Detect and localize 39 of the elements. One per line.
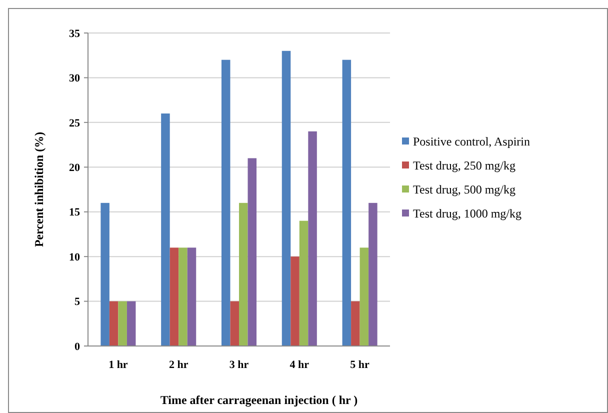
bar <box>230 301 239 346</box>
x-tick-label: 4 hr <box>290 359 310 371</box>
legend-label: Test drug, 500 mg/kg <box>413 182 516 197</box>
y-tick-label: 10 <box>69 251 80 264</box>
y-tick-label: 35 <box>69 28 80 40</box>
y-tick-label: 30 <box>69 72 80 85</box>
bar <box>282 50 291 346</box>
y-tick-label: 15 <box>69 206 80 219</box>
bar <box>178 248 188 346</box>
bar <box>248 158 257 346</box>
bar <box>100 202 110 346</box>
bar <box>299 220 308 346</box>
bar <box>368 202 378 346</box>
x-tick-label: 5 hr <box>350 359 370 371</box>
y-tick-label: 0 <box>74 340 80 353</box>
y-tick-label: 20 <box>69 162 80 174</box>
legend-label: Test drug, 1000 mg/kg <box>413 206 522 221</box>
y-tick-label: 25 <box>69 117 80 130</box>
bar <box>109 301 118 346</box>
bar <box>239 202 248 346</box>
x-tick-label: 3 hr <box>229 359 249 371</box>
x-tick-label: 1 hr <box>108 359 128 371</box>
bar <box>351 301 360 346</box>
y-axis-title: Percent inhibition (%) <box>32 132 46 248</box>
x-axis-title: Time after carrageenan injection ( hr ) <box>160 393 358 407</box>
bar <box>161 113 170 346</box>
bar <box>170 248 179 346</box>
bar <box>221 60 230 346</box>
bar <box>126 301 136 346</box>
bar <box>360 248 369 346</box>
bar <box>290 256 300 346</box>
x-tick-label: 2 hr <box>168 359 188 371</box>
legend-label: Positive control, Aspirin <box>413 134 530 149</box>
bar <box>342 60 352 346</box>
bar <box>187 248 196 346</box>
legend-label: Test drug, 250 mg/kg <box>413 158 516 173</box>
bar <box>308 131 317 346</box>
bar <box>118 301 127 346</box>
y-tick-label: 5 <box>74 296 80 308</box>
